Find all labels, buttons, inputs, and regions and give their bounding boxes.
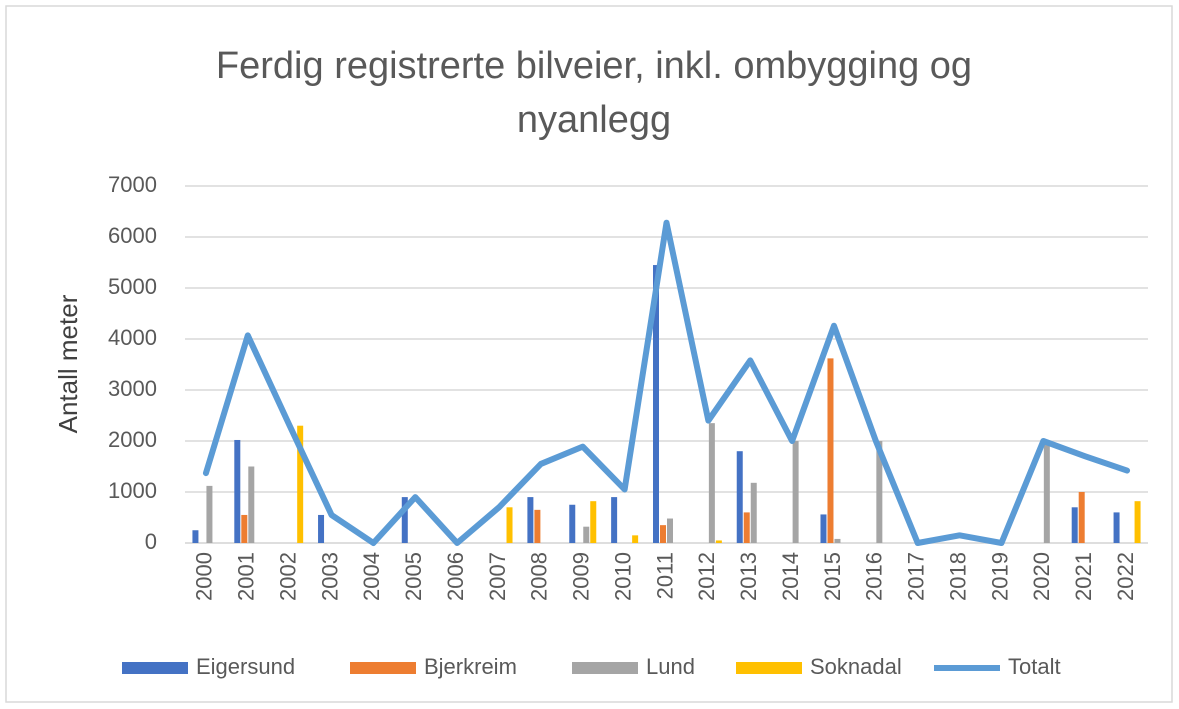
legend-swatch (572, 662, 638, 674)
legend-label: Eigersund (196, 654, 295, 679)
bar (534, 509, 541, 543)
bar (1043, 443, 1050, 543)
x-tick-label: 2003 (317, 552, 342, 601)
bar (318, 514, 325, 543)
y-tick-label: 4000 (108, 325, 157, 350)
y-tick-label: 5000 (108, 274, 157, 299)
bar (743, 512, 750, 543)
y-tick-label: 2000 (108, 427, 157, 452)
legend-label: Lund (646, 654, 695, 679)
x-tick-label: 2013 (736, 552, 761, 601)
bar (192, 530, 199, 543)
y-tick-label: 3000 (108, 376, 157, 401)
x-tick-label: 2008 (527, 552, 552, 601)
y-tick-label: 6000 (108, 223, 157, 248)
x-tick-label: 2012 (694, 552, 719, 601)
bar (792, 441, 799, 543)
x-tick-label: 2000 (192, 552, 217, 601)
total-line (202, 219, 1131, 546)
bar (1134, 501, 1141, 543)
legend-label: Soknadal (810, 654, 902, 679)
bar (653, 265, 659, 543)
bar (750, 482, 757, 543)
bar (1071, 507, 1078, 543)
x-tick-label: 2007 (485, 552, 510, 601)
legend-label: Totalt (1008, 654, 1061, 679)
bar (401, 497, 408, 543)
bar (583, 526, 590, 543)
legend-label: Bjerkreim (424, 654, 517, 679)
y-tick-label: 0 (145, 529, 157, 554)
bar (827, 358, 834, 543)
bar (297, 425, 304, 543)
bar (708, 423, 715, 543)
bar (667, 518, 673, 543)
bar (1078, 492, 1085, 543)
bar (834, 538, 841, 543)
legend-swatch (350, 662, 416, 674)
y-tick-label: 7000 (108, 172, 157, 197)
bar (248, 466, 255, 543)
x-tick-label: 2006 (443, 552, 468, 601)
bar (660, 525, 666, 543)
x-tick-label: 2020 (1029, 552, 1054, 601)
x-tick-label: 2018 (945, 552, 970, 601)
x-tick-label: 2001 (234, 552, 259, 601)
x-tick-label: 2009 (569, 552, 594, 601)
legend-swatch (122, 662, 188, 674)
x-tick-label: 2005 (401, 552, 426, 601)
bar (241, 514, 248, 543)
chart-frame (5, 5, 1173, 703)
x-tick-label: 2021 (1071, 552, 1096, 601)
x-tick-label: 2019 (987, 552, 1012, 601)
x-tick-label: 2016 (862, 552, 887, 601)
bar (736, 451, 743, 543)
x-tick-label: 2002 (275, 552, 300, 601)
bar (569, 504, 576, 543)
bar (527, 497, 534, 543)
chart-title: Ferdig registrerte bilveier, inkl. ombyg… (216, 45, 972, 141)
bar (876, 441, 883, 543)
bar (234, 439, 241, 543)
x-tick-label: 2004 (359, 552, 384, 601)
bar (820, 514, 827, 543)
y-tick-label: 1000 (108, 478, 157, 503)
x-tick-label: 2011 (652, 552, 677, 599)
bar (611, 497, 618, 543)
bar (590, 501, 597, 543)
legend-swatch (736, 662, 802, 674)
x-tick-label: 2014 (778, 552, 803, 601)
bar (632, 535, 639, 543)
bar (506, 507, 513, 543)
x-tick-label: 2022 (1113, 552, 1138, 601)
bar (1113, 512, 1120, 543)
x-tick-label: 2015 (820, 552, 845, 601)
x-tick-label: 2017 (904, 552, 929, 601)
y-axis-label: Antall meter (53, 294, 83, 433)
bar (715, 540, 722, 543)
x-tick-label: 2010 (610, 552, 635, 601)
bar (206, 485, 213, 543)
